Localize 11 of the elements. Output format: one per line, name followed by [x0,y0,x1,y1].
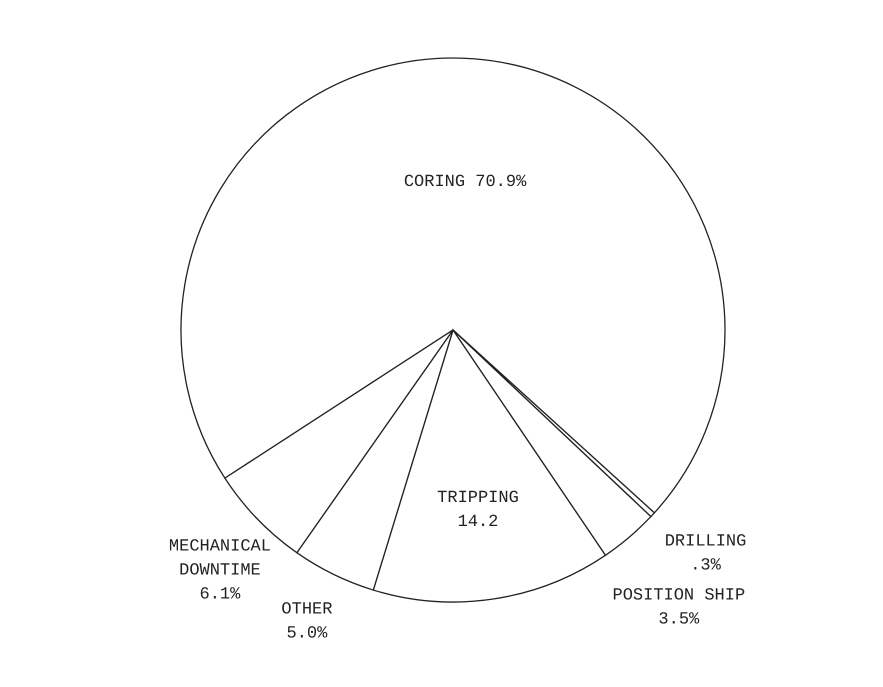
slice-label: DRILLING [664,532,746,552]
data-label: 3.5% [658,610,700,630]
data-label: .3% [690,556,722,576]
slice-label: CORING 70.9% [404,172,528,192]
data-label: 14.2 [458,512,498,532]
slice-label: TRIPPING [437,488,519,508]
slice-label: POSITION SHIP [612,586,746,606]
data-label: 6.1% [200,585,242,604]
slice-label: MECHANICAL DOWNTIME [168,537,271,580]
slice-label: OTHER [281,600,332,620]
data-label: 5.0% [286,624,328,644]
